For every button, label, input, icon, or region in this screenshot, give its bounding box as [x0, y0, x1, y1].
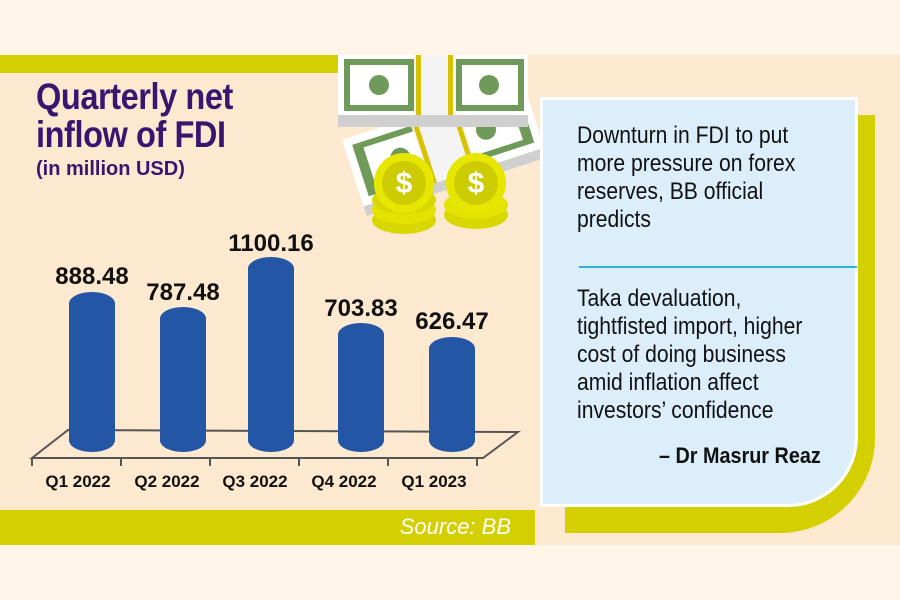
callout-quote: Taka devaluation, tightfisted import, hi… [577, 285, 803, 424]
category-label: Q2 2022 [134, 472, 200, 491]
title-line-2: inflow of FDI [36, 114, 226, 155]
bar-q1-2022 [69, 292, 115, 452]
value-label: 703.83 [324, 295, 398, 322]
top-accent-band [0, 55, 338, 73]
source-label: Source: BB [399, 514, 511, 539]
value-label: 1100.16 [228, 230, 314, 257]
bar-q2-2022 [160, 307, 206, 452]
bar-q3-2022 [248, 257, 294, 452]
svg-text:$: $ [396, 167, 413, 200]
chart-floor [29, 428, 522, 466]
bar-q1-2023 [429, 337, 475, 452]
chart-subtitle: (in million USD) [36, 158, 185, 180]
category-label: Q1 2022 [45, 472, 111, 491]
title-line-1: Quarterly net [36, 76, 233, 117]
category-label: Q3 2022 [222, 472, 288, 491]
value-label: 626.47 [415, 308, 489, 335]
bar-chart: 888.48 787.48 1100.16 703.83 626.47 Q1 2… [29, 230, 522, 491]
money-bundle-icon: $ $ [338, 55, 548, 234]
divider [579, 266, 857, 268]
quote-callout: Downturn in FDI to put more pressure on … [540, 97, 858, 507]
category-label: Q1 2023 [401, 472, 467, 491]
category-label: Q4 2022 [311, 472, 377, 491]
callout-headline: Downturn in FDI to put more pressure on … [577, 122, 796, 233]
value-label: 787.48 [146, 279, 220, 306]
dollar-coin-icon: $ $ [372, 153, 508, 234]
chart-title: Quarterly net inflow of FDI [36, 78, 233, 154]
svg-text:$: $ [468, 167, 485, 200]
source-band: Source: BB [0, 510, 535, 545]
value-label: 888.48 [55, 263, 129, 290]
bar-q4-2022 [338, 323, 384, 452]
quote-attribution: – Dr Masrur Reaz [659, 443, 821, 468]
